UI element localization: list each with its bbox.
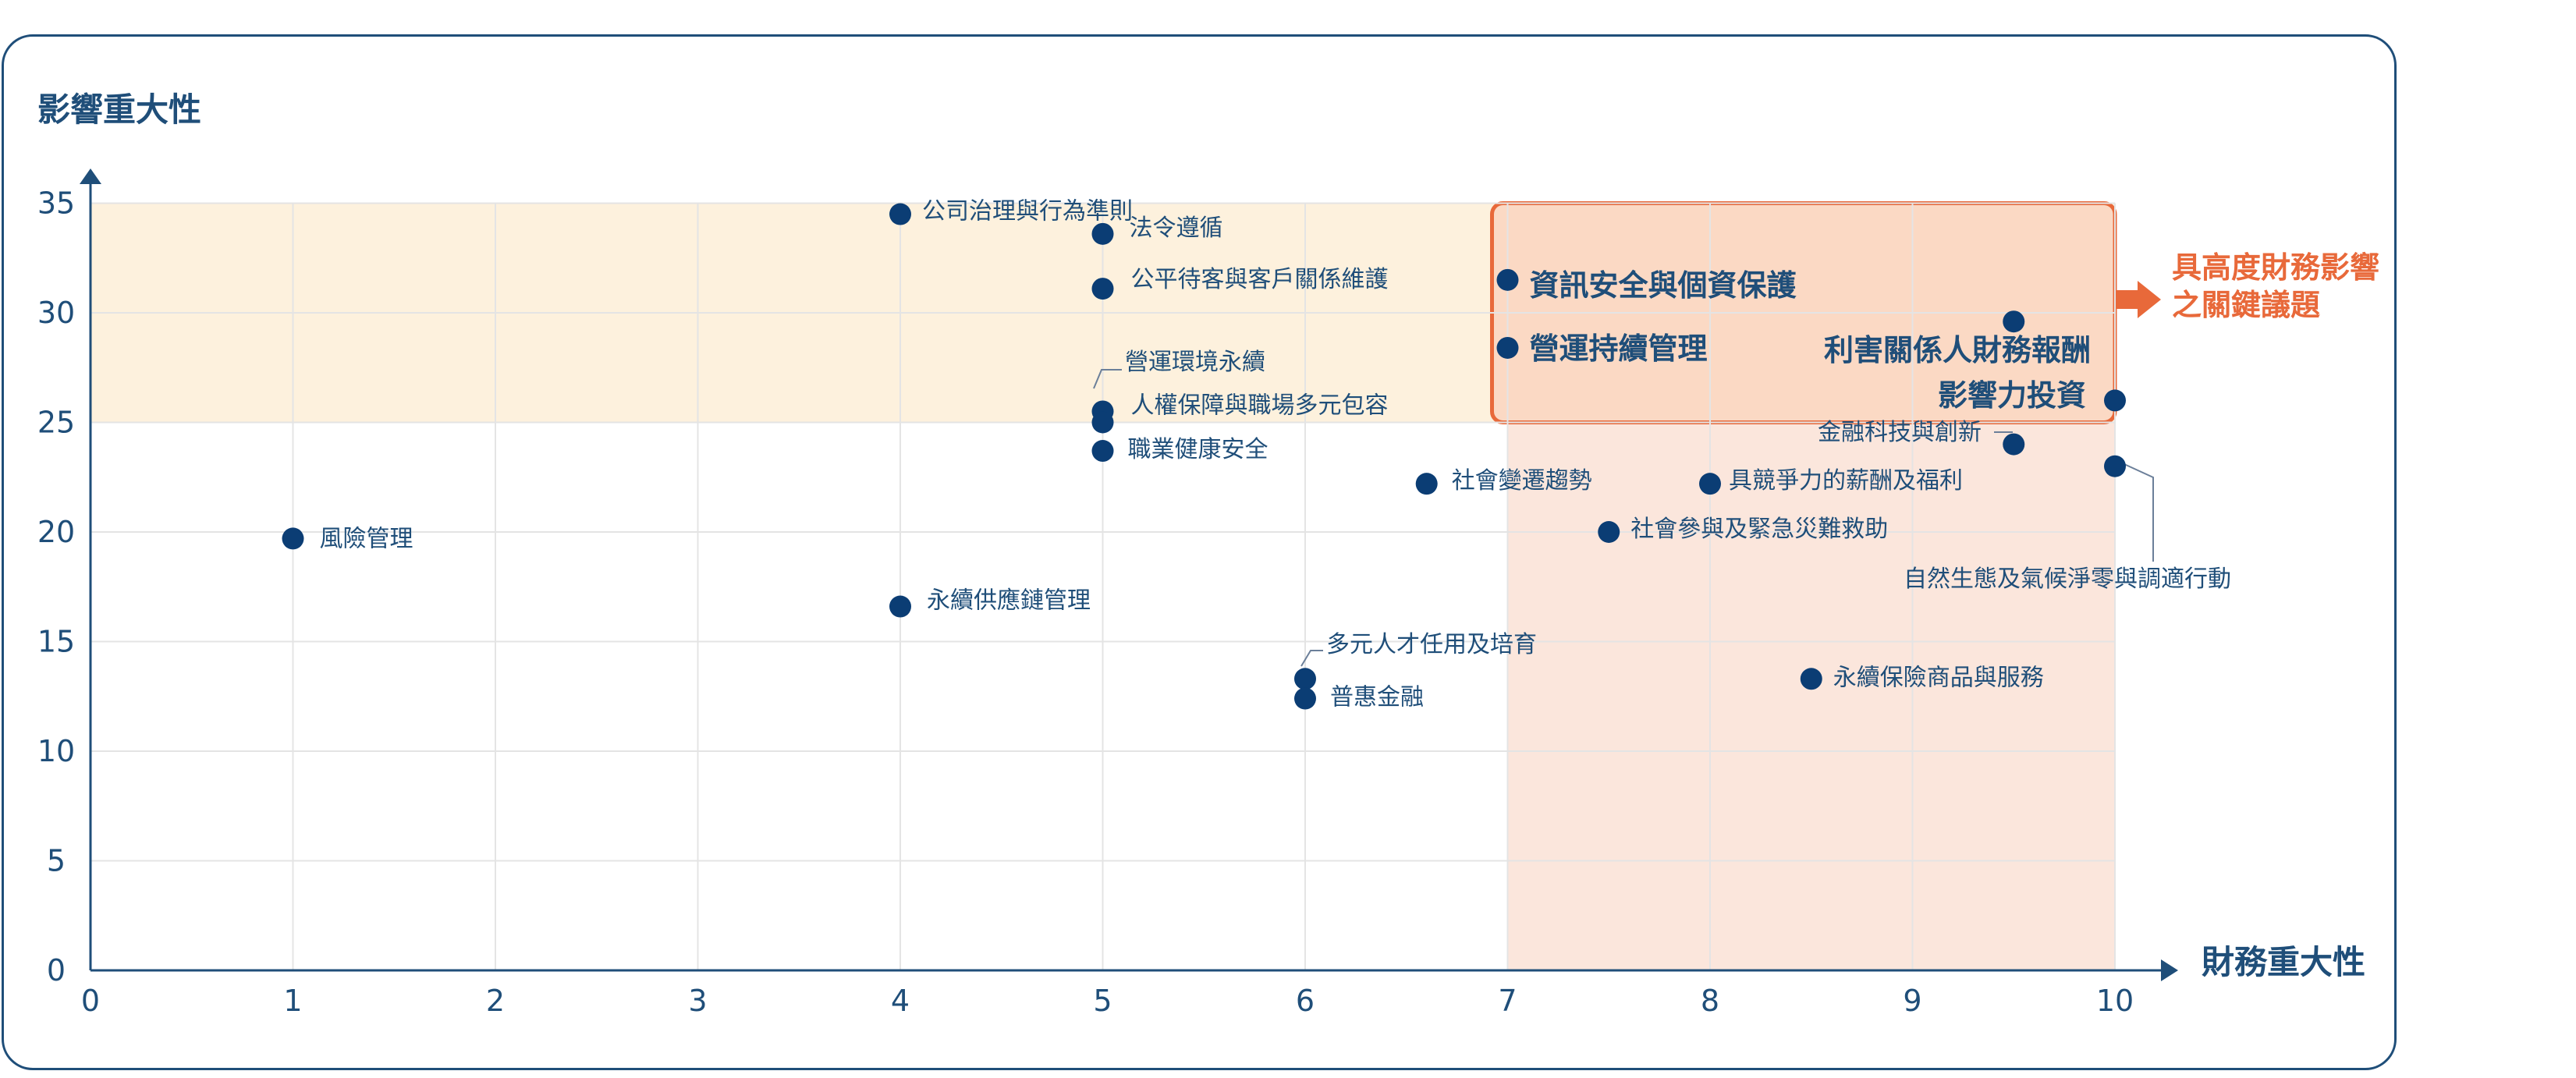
x-tick-label: 7: [1498, 984, 1517, 1018]
point-label: 多元人才任用及培育: [1326, 631, 1537, 658]
y-tick-label: 20: [37, 515, 75, 549]
point-label: 永續保險商品與服務: [1833, 664, 2044, 691]
y-axis-title: 影響重大性: [37, 90, 201, 129]
y-tick-label: 15: [37, 625, 75, 659]
data-point: [1091, 278, 1114, 300]
y-tick-label: 25: [37, 406, 75, 440]
point-label: 金融科技與創新: [1818, 419, 1982, 446]
y-tick-label: 30: [37, 296, 75, 330]
y-tick-label: 35: [37, 186, 75, 221]
point-label: 具競爭力的薪酬及福利: [1729, 467, 1963, 495]
x-tick-label: 10: [2096, 984, 2134, 1018]
point-label: 法令遵循: [1130, 215, 1223, 242]
data-point: [1294, 687, 1316, 710]
callout-text: 具高度財務影響: [2172, 250, 2379, 285]
y-tick-label: 0: [47, 953, 66, 988]
point-label: 永續供應鏈管理: [927, 587, 1091, 615]
x-tick-label: 0: [81, 984, 100, 1018]
data-point: [2003, 433, 2025, 456]
data-point: [1294, 668, 1316, 690]
data-point: [1091, 222, 1114, 245]
data-point: [2104, 455, 2126, 477]
x-tick-label: 6: [1296, 984, 1315, 1018]
callout-arrow: [2114, 281, 2161, 318]
data-point: [1699, 473, 1721, 495]
leader-line: [1093, 369, 1122, 389]
point-label: 職業健康安全: [1128, 436, 1268, 463]
point-label: 影響力投資: [1938, 378, 2086, 413]
point-label: 風險管理: [320, 525, 413, 552]
point-label: 社會參與及緊急災難救助: [1630, 516, 1888, 543]
point-label: 公司治理與行為準則: [922, 198, 1133, 225]
callout-text: 之關鍵議題: [2172, 288, 2320, 322]
data-point: [1598, 521, 1620, 543]
x-tick-label: 4: [891, 984, 910, 1018]
leader-line: [1300, 650, 1323, 667]
x-tick-label: 9: [1903, 984, 1921, 1018]
x-axis-arrow: [2161, 959, 2178, 981]
x-axis-title: 財務重大性: [2202, 943, 2365, 981]
data-point: [1800, 668, 1822, 690]
y-tick-label: 5: [47, 844, 66, 878]
point-label: 人權保障與職場多元包容: [1131, 392, 1389, 420]
point-label: 公平待客與客戶關係維護: [1131, 266, 1389, 293]
high-financial-zone: [1507, 422, 2115, 970]
data-point: [889, 595, 911, 618]
x-tick-label: 1: [283, 984, 302, 1018]
data-point: [1496, 336, 1519, 359]
data-point: [1091, 440, 1114, 463]
leader-line: [2115, 459, 2154, 562]
point-label: 自然生態及氣候淨零與調適行動: [1904, 566, 2231, 593]
data-point: [2003, 310, 2025, 333]
point-label: 資訊安全與個資保護: [1530, 268, 1797, 303]
x-tick-label: 8: [1701, 984, 1719, 1018]
point-label: 營運環境永續: [1125, 349, 1265, 376]
data-point: [282, 527, 304, 550]
point-label: 利害關係人財務報酬: [1824, 333, 2091, 367]
point-label: 社會變遷趨勢: [1452, 467, 1592, 495]
y-axis-arrow: [80, 168, 101, 184]
data-point: [1496, 268, 1519, 291]
x-tick-label: 2: [486, 984, 505, 1018]
x-tick-label: 3: [688, 984, 707, 1018]
point-label: 普惠金融: [1330, 684, 1424, 711]
data-point: [1091, 411, 1114, 434]
x-tick-label: 5: [1093, 984, 1112, 1018]
y-tick-label: 10: [37, 734, 75, 768]
data-point: [1415, 473, 1438, 495]
point-label: 營運持續管理: [1530, 332, 1708, 366]
data-point: [2104, 389, 2126, 412]
data-point: [889, 203, 911, 225]
